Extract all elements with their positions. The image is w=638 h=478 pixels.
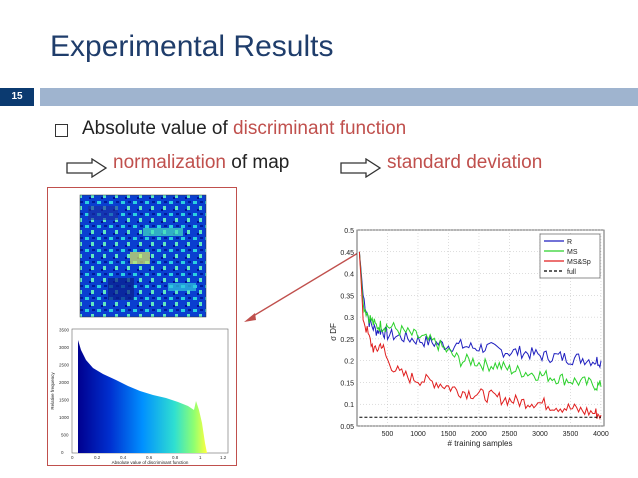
hist-xtick-0: 0 (71, 455, 74, 460)
y-tick-label: 0.4 (344, 272, 354, 279)
hist-ytick-5: 2500 (59, 363, 70, 368)
hist-xtick-1: 0.2 (94, 455, 101, 460)
hist-ytick-1: 500 (61, 433, 69, 438)
x-tick-label: 1500 (441, 431, 457, 438)
bullet-marker (55, 124, 68, 137)
x-tick-label: 2000 (471, 431, 487, 438)
hist-xlabel: Absolute value of discriminant function (112, 460, 189, 465)
x-tick-label: 500 (382, 431, 394, 438)
y-tick-label: 0.5 (344, 228, 354, 235)
x-tick-labels: 500 1000 1500 2000 2500 3000 3500 4000 (382, 431, 609, 438)
y-tick-label: 0.05 (340, 424, 354, 431)
flow-step-2: standard deviation (387, 152, 543, 173)
histogram-area (78, 340, 207, 453)
sigma-df-line-chart: 0.05 0.1 0.15 0.2 0.25 0.3 0.35 0.4 0.45 0.5 500 1… (329, 228, 609, 448)
legend-label: full (567, 269, 576, 276)
y-tick-label: 0.45 (340, 250, 354, 257)
map-histogram-figure: 0 500 1000 1500 2000 2500 3000 3500 0 0.… (47, 187, 237, 466)
hist-ytick-6: 3000 (59, 345, 70, 350)
x-tick-label: 3000 (532, 431, 548, 438)
y-tick-label: 0.25 (340, 337, 354, 344)
y-tick-label: 0.15 (340, 380, 354, 387)
y-tick-label: 0.3 (344, 315, 354, 322)
chart-legend: R MS MS&Sp full (539, 233, 601, 279)
slide-number: 15 (0, 88, 34, 106)
hist-ytick-7: 3500 (59, 328, 70, 333)
hist-xtick-6: 1.2 (220, 455, 227, 460)
y-tick-label: 0.1 (344, 402, 354, 409)
hist-ytick-3: 1500 (59, 398, 70, 403)
series-line-ms (358, 251, 602, 392)
legend-label: MS (567, 249, 578, 256)
x-tick-label: 3500 (563, 431, 579, 438)
legend-label: MS&Sp (567, 259, 591, 266)
series-line-r (358, 251, 602, 369)
bullet-highlight: discriminant function (233, 118, 407, 139)
y-tick-label: 0.35 (340, 293, 354, 300)
legend-label: R (567, 239, 572, 246)
hist-xtick-3: 0.6 (146, 455, 153, 460)
flow-step-1-highlight: normalization (113, 152, 226, 173)
hist-xtick-4: 0.8 (172, 455, 179, 460)
right-arrow-icon-2 (340, 158, 382, 178)
x-tick-label: 2500 (502, 431, 518, 438)
slide-title: Experimental Results (50, 30, 334, 63)
chart-xlabel: # training samples (448, 439, 513, 448)
histogram: 0 500 1000 1500 2000 2500 3000 3500 0 0.… (50, 328, 229, 465)
series-layer (358, 251, 602, 420)
bullet-text: Absolute value of discriminant function (82, 118, 406, 140)
hist-ytick-4: 2000 (59, 380, 70, 385)
y-tick-labels: 0.05 0.1 0.15 0.2 0.25 0.3 0.35 0.4 0.45 0.5 (340, 228, 354, 431)
y-tick-label: 0.2 (344, 359, 354, 366)
map-histogram-svg: 0 500 1000 1500 2000 2500 3000 3500 0 0.… (50, 194, 229, 465)
series-line-mssp (358, 251, 602, 420)
hist-ytick-2: 1000 (59, 415, 70, 420)
plot-grid (357, 229, 604, 427)
hist-ylabel: Relative frequency (50, 372, 55, 410)
right-arrow-icon (66, 158, 108, 178)
title-band (40, 88, 638, 106)
flow-step-1: normalization of map (113, 152, 289, 174)
hist-xtick-5: 1 (199, 455, 202, 460)
hist-xtick-2: 0.4 (120, 455, 127, 460)
x-tick-label: 4000 (593, 431, 609, 438)
bullet-prefix: Absolute value of (82, 118, 234, 139)
x-tick-label: 1000 (410, 431, 426, 438)
chart-ylabel: σ DF (329, 323, 338, 341)
flow-step-1-rest: of map (226, 152, 290, 173)
hist-ytick-0: 0 (61, 450, 64, 455)
